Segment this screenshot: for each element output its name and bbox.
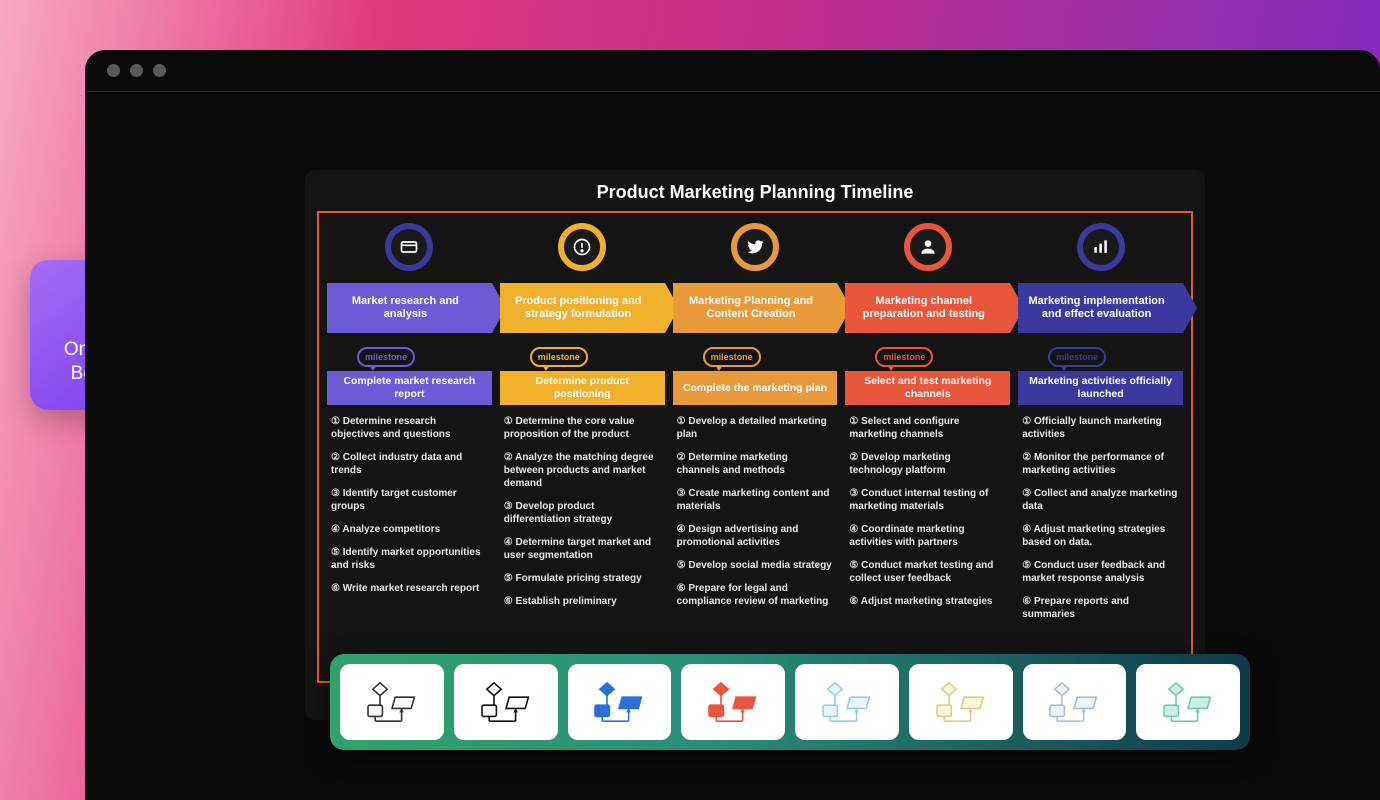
- task-item: Identify target customer groups: [331, 487, 488, 513]
- milestone-badge: milestone: [1048, 347, 1106, 367]
- task-item: Analyze competitors: [331, 523, 488, 536]
- task-item: Determine the core value proposition of …: [504, 415, 661, 441]
- flowchart-thumb-icon: [929, 677, 993, 727]
- task-item: Design advertising and promotional activ…: [677, 523, 834, 549]
- flowchart-thumb-icon: [587, 677, 651, 727]
- milestone-bar[interactable]: Complete market research report: [327, 371, 492, 405]
- phase-icon: [1077, 223, 1125, 271]
- task-item: Establish preliminary: [504, 595, 661, 608]
- phase-arrow[interactable]: Market research and analysis: [327, 283, 492, 333]
- window-control-dot[interactable]: [107, 64, 120, 77]
- theme-swatch[interactable]: [1023, 664, 1127, 740]
- theme-picker-bar: [330, 654, 1250, 750]
- flowchart-thumb-icon: [701, 677, 765, 727]
- task-item: Develop social media strategy: [677, 559, 834, 572]
- task-item: Create marketing content and materials: [677, 487, 834, 513]
- task-item: Analyze the matching degree between prod…: [504, 451, 661, 490]
- task-item: Determine target market and user segment…: [504, 536, 661, 562]
- task-item: Prepare for legal and compliance review …: [677, 582, 834, 608]
- window-titlebar: [85, 50, 1380, 92]
- milestone-badge: milestone: [530, 347, 588, 367]
- flowchart-thumb-icon: [1042, 677, 1106, 727]
- phase-icon: [731, 223, 779, 271]
- task-item: Develop product differentiation strategy: [504, 500, 661, 526]
- theme-swatch[interactable]: [454, 664, 558, 740]
- task-item: Identify market opportunities and risks: [331, 546, 488, 572]
- task-item: Prepare reports and summaries: [1022, 595, 1179, 621]
- milestone-bar[interactable]: Select and test marketing channels: [845, 371, 1010, 405]
- task-item: Monitor the performance of marketing act…: [1022, 451, 1179, 477]
- task-item: Determine marketing channels and methods: [677, 451, 834, 477]
- task-item: Officially launch marketing activities: [1022, 415, 1179, 441]
- diagram-title: Product Marketing Planning Timeline: [305, 182, 1205, 203]
- milestone-badge: milestone: [875, 347, 933, 367]
- window-control-dot[interactable]: [153, 64, 166, 77]
- phase-arrow[interactable]: Marketing Planning and Content Creation: [673, 283, 838, 333]
- phase-icon: [385, 223, 433, 271]
- task-item: Formulate pricing strategy: [504, 572, 661, 585]
- task-item: Select and configure marketing channels: [849, 415, 1006, 441]
- task-item: Write market research report: [331, 582, 488, 595]
- phase-icon: [904, 223, 952, 271]
- theme-swatch[interactable]: [568, 664, 672, 740]
- task-item: Conduct market testing and collect user …: [849, 559, 1006, 585]
- milestone-badge: milestone: [703, 347, 761, 367]
- phase-arrow[interactable]: Marketing channel preparation and testin…: [845, 283, 1010, 333]
- theme-swatch[interactable]: [1136, 664, 1240, 740]
- task-item: Conduct user feedback and market respons…: [1022, 559, 1179, 585]
- task-item: Determine research objectives and questi…: [331, 415, 488, 441]
- milestone-bar[interactable]: Marketing activities officially launched: [1018, 371, 1183, 405]
- task-item: Collect and analyze marketing data: [1022, 487, 1179, 513]
- theme-swatch[interactable]: [681, 664, 785, 740]
- milestone-badge: milestone: [357, 347, 415, 367]
- theme-swatch[interactable]: [909, 664, 1013, 740]
- theme-swatch[interactable]: [795, 664, 899, 740]
- phase-icon: [558, 223, 606, 271]
- phase-arrow[interactable]: Marketing implementation and effect eval…: [1018, 283, 1183, 333]
- task-item: Develop a detailed marketing plan: [677, 415, 834, 441]
- task-item: Conduct internal testing of marketing ma…: [849, 487, 1006, 513]
- theme-swatch[interactable]: [340, 664, 444, 740]
- flowchart-thumb-icon: [1156, 677, 1220, 727]
- flowchart-thumb-icon: [815, 677, 879, 727]
- milestone-bar[interactable]: Determine product positioning: [500, 371, 665, 405]
- task-item: Develop marketing technology platform: [849, 451, 1006, 477]
- flowchart-thumb-icon: [360, 677, 424, 727]
- task-item: Coordinate marketing activities with par…: [849, 523, 1006, 549]
- task-item: Collect industry data and trends: [331, 451, 488, 477]
- phase-arrow[interactable]: Product positioning and strategy formula…: [500, 283, 665, 333]
- milestone-bar[interactable]: Complete the marketing plan: [673, 371, 838, 405]
- task-item: Adjust marketing strategies based on dat…: [1022, 523, 1179, 549]
- diagram-canvas[interactable]: Product Marketing Planning Timeline Mark…: [305, 170, 1205, 720]
- window-control-dot[interactable]: [130, 64, 143, 77]
- flowchart-thumb-icon: [474, 677, 538, 727]
- task-item: Adjust marketing strategies: [849, 595, 1006, 608]
- timeline-frame: Market research and analysisProduct posi…: [317, 211, 1193, 683]
